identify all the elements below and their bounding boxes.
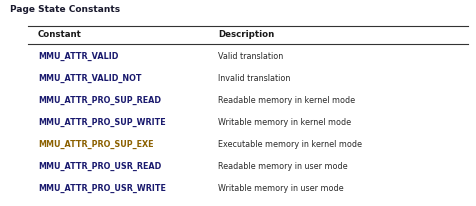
Text: MMU_ATTR_VALID: MMU_ATTR_VALID bbox=[38, 52, 118, 61]
Text: MMU_ATTR_PRO_USR_WRITE: MMU_ATTR_PRO_USR_WRITE bbox=[38, 183, 166, 192]
Text: Writable memory in user mode: Writable memory in user mode bbox=[218, 183, 343, 192]
Text: MMU_ATTR_PRO_SUP_WRITE: MMU_ATTR_PRO_SUP_WRITE bbox=[38, 117, 165, 126]
Text: Page State Constants: Page State Constants bbox=[10, 5, 120, 14]
Text: Readable memory in kernel mode: Readable memory in kernel mode bbox=[218, 96, 354, 104]
Text: Description: Description bbox=[218, 30, 274, 39]
Text: Readable memory in user mode: Readable memory in user mode bbox=[218, 161, 347, 170]
Text: MMU_ATTR_PRO_USR_READ: MMU_ATTR_PRO_USR_READ bbox=[38, 161, 161, 170]
Text: MMU_ATTR_PRO_SUP_EXE: MMU_ATTR_PRO_SUP_EXE bbox=[38, 139, 153, 148]
Text: MMU_ATTR_VALID_NOT: MMU_ATTR_VALID_NOT bbox=[38, 74, 141, 83]
Text: Constant: Constant bbox=[38, 30, 82, 39]
Text: Writable memory in kernel mode: Writable memory in kernel mode bbox=[218, 117, 350, 126]
Text: Executable memory in kernel mode: Executable memory in kernel mode bbox=[218, 139, 361, 148]
Text: MMU_ATTR_PRO_SUP_READ: MMU_ATTR_PRO_SUP_READ bbox=[38, 96, 161, 105]
Text: Valid translation: Valid translation bbox=[218, 52, 283, 61]
Text: Invalid translation: Invalid translation bbox=[218, 74, 290, 83]
